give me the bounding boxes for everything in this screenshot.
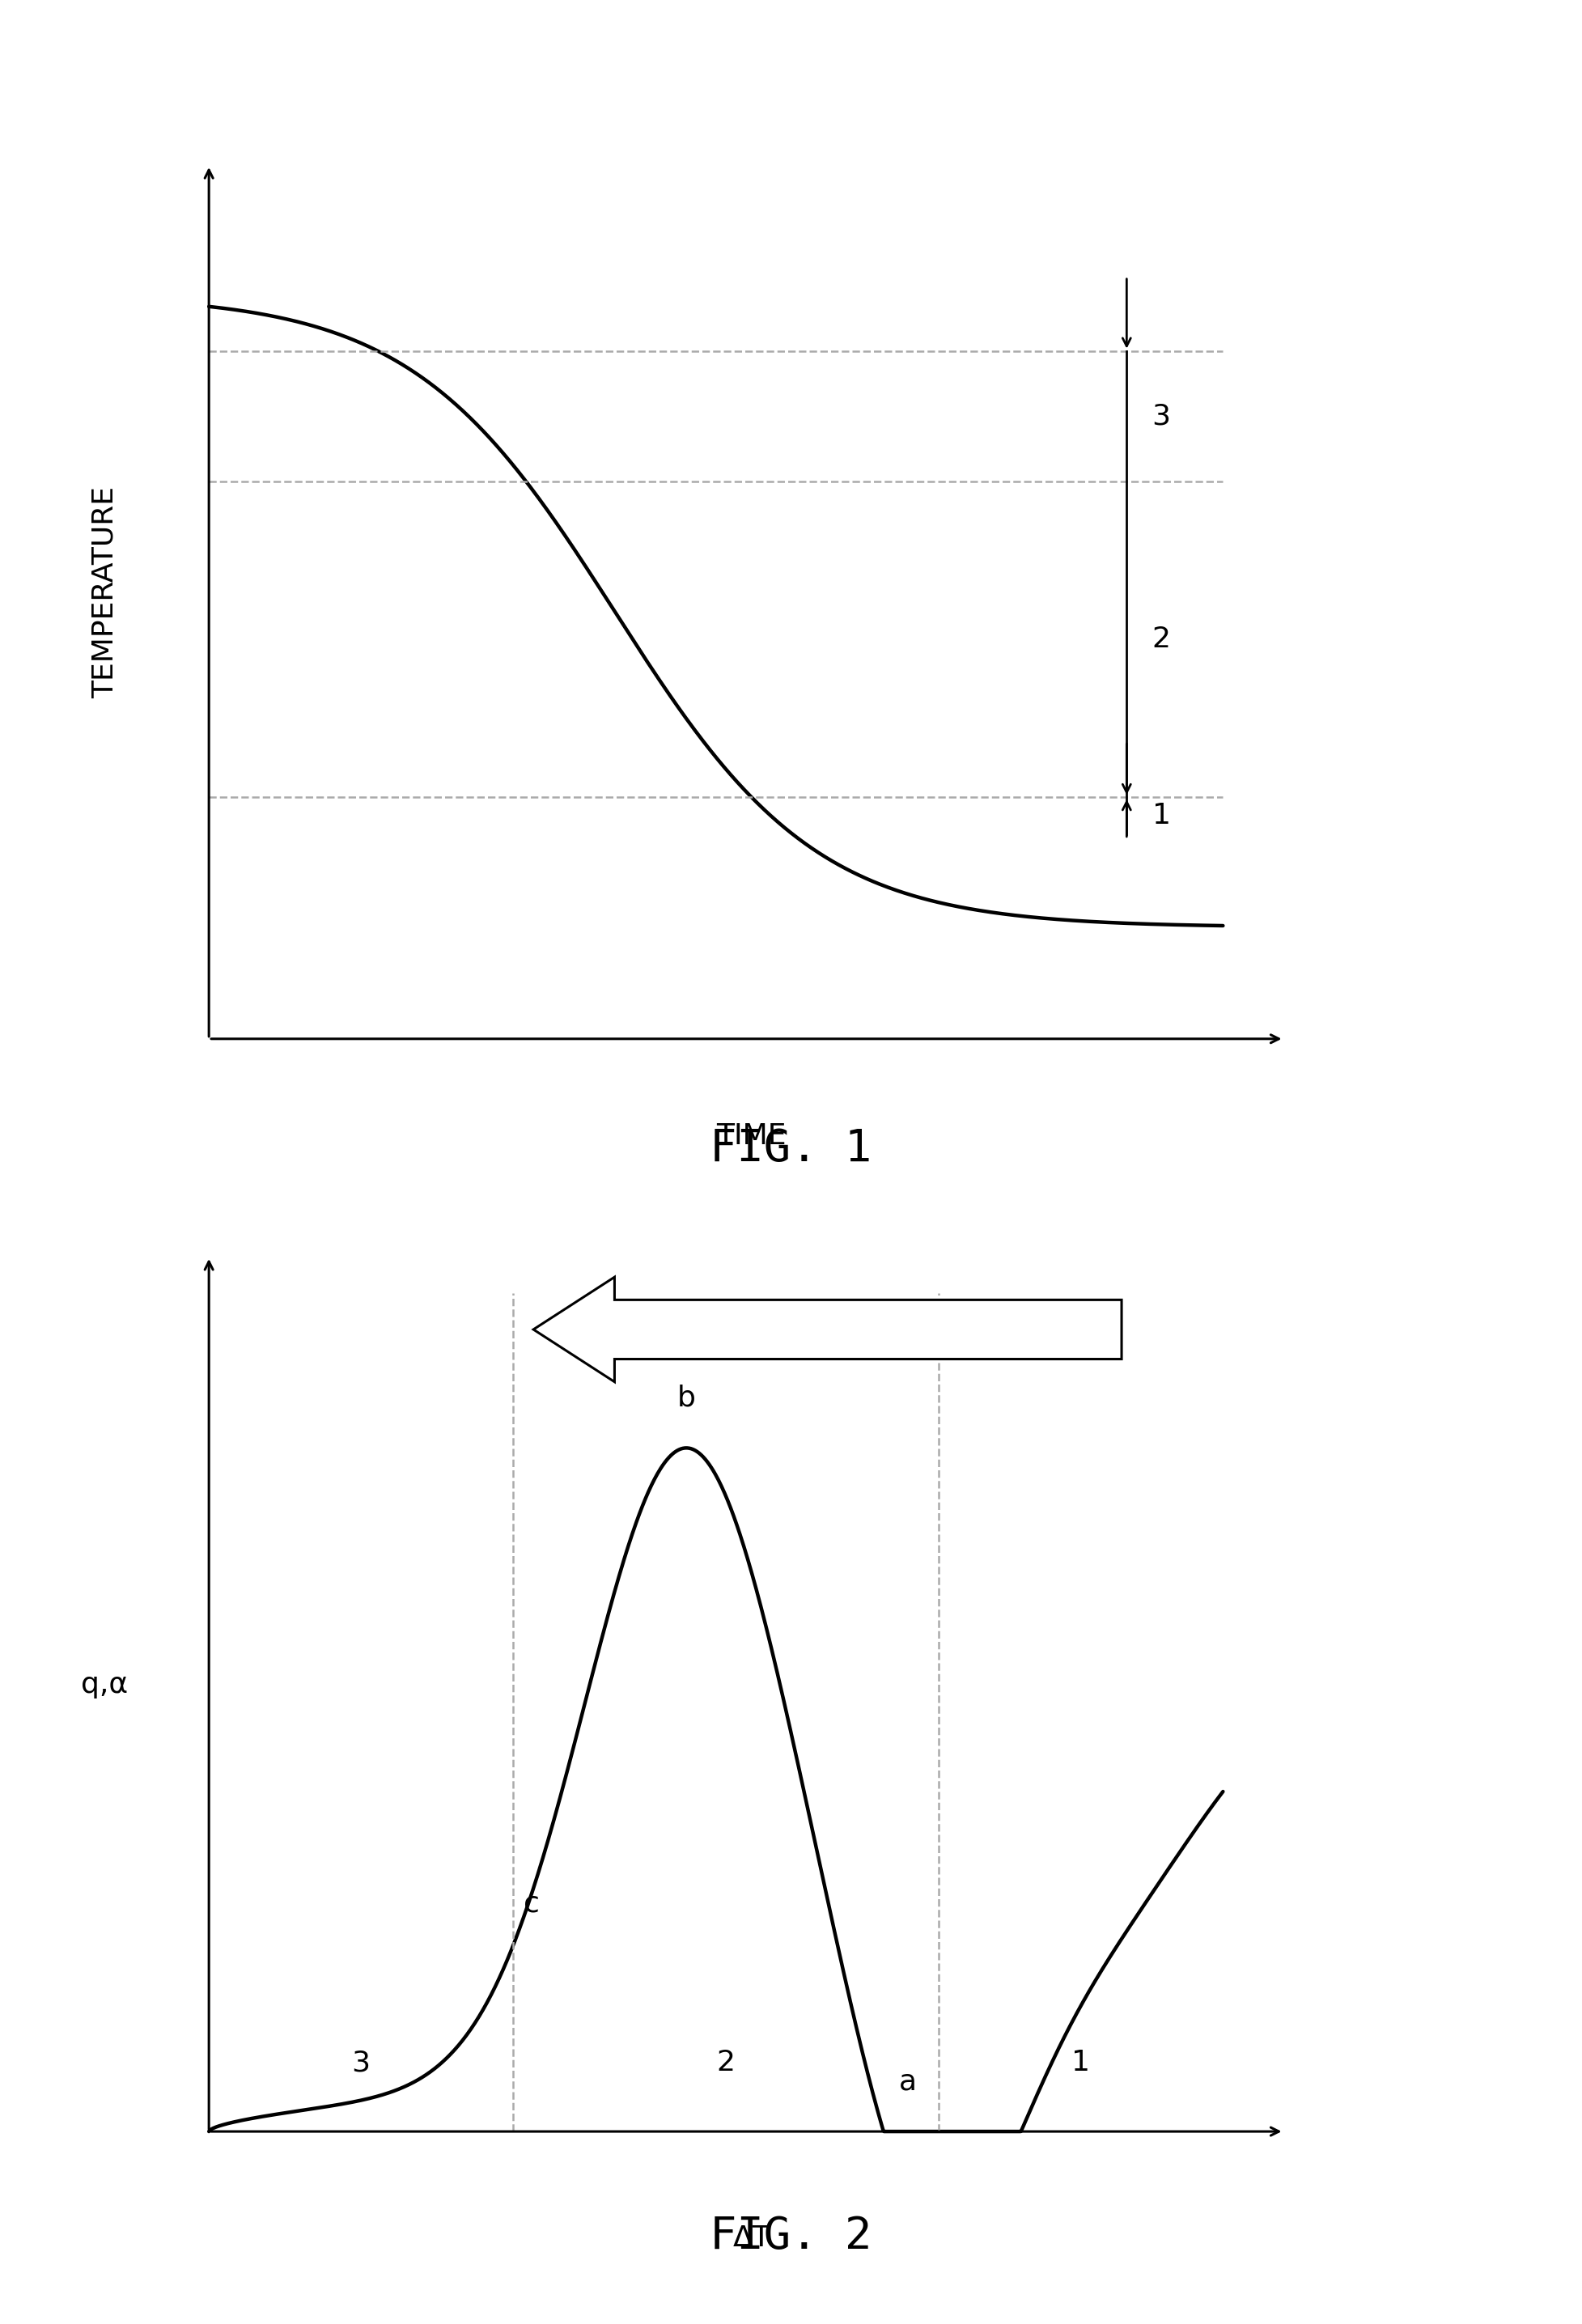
- Text: 1: 1: [1152, 802, 1171, 830]
- Text: b: b: [677, 1385, 694, 1411]
- Text: TIME: TIME: [717, 1122, 786, 1150]
- Text: c: c: [524, 1889, 539, 1917]
- Text: 3: 3: [351, 2050, 370, 2078]
- Text: 3: 3: [1152, 402, 1171, 430]
- Text: a: a: [899, 2068, 918, 2094]
- Text: 1: 1: [1071, 2050, 1090, 2078]
- FancyArrow shape: [533, 1278, 1122, 1383]
- Text: FIG. 1: FIG. 1: [710, 1127, 872, 1171]
- Text: FIG. 2: FIG. 2: [710, 2215, 872, 2259]
- Text: q,α: q,α: [81, 1671, 128, 1699]
- Text: ΔT: ΔT: [732, 2224, 770, 2252]
- Text: 2: 2: [717, 2050, 736, 2078]
- Text: 2: 2: [1152, 625, 1171, 653]
- Text: TEMPERATURE: TEMPERATURE: [92, 486, 119, 700]
